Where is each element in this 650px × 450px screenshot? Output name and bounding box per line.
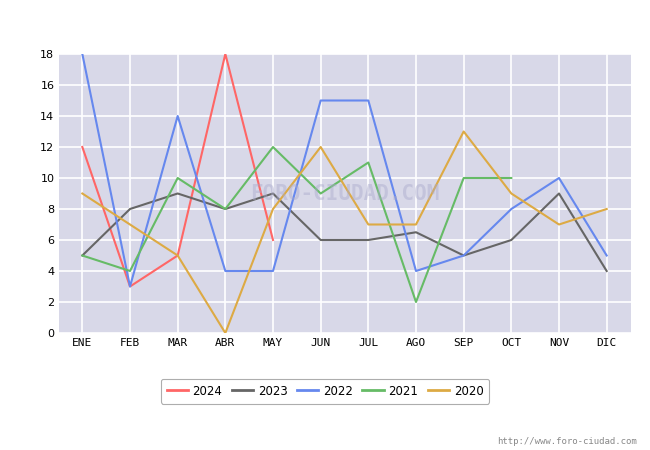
Legend: 2024, 2023, 2022, 2021, 2020: 2024, 2023, 2022, 2021, 2020	[161, 379, 489, 404]
Text: Matriculaciones de Vehiculos en Valdetorres de Jarama: Matriculaciones de Vehiculos en Valdetor…	[93, 11, 557, 26]
Text: http://www.foro-ciudad.com: http://www.foro-ciudad.com	[497, 436, 637, 446]
Text: FORO-CIUDAD.COM: FORO-CIUDAD.COM	[250, 184, 439, 203]
